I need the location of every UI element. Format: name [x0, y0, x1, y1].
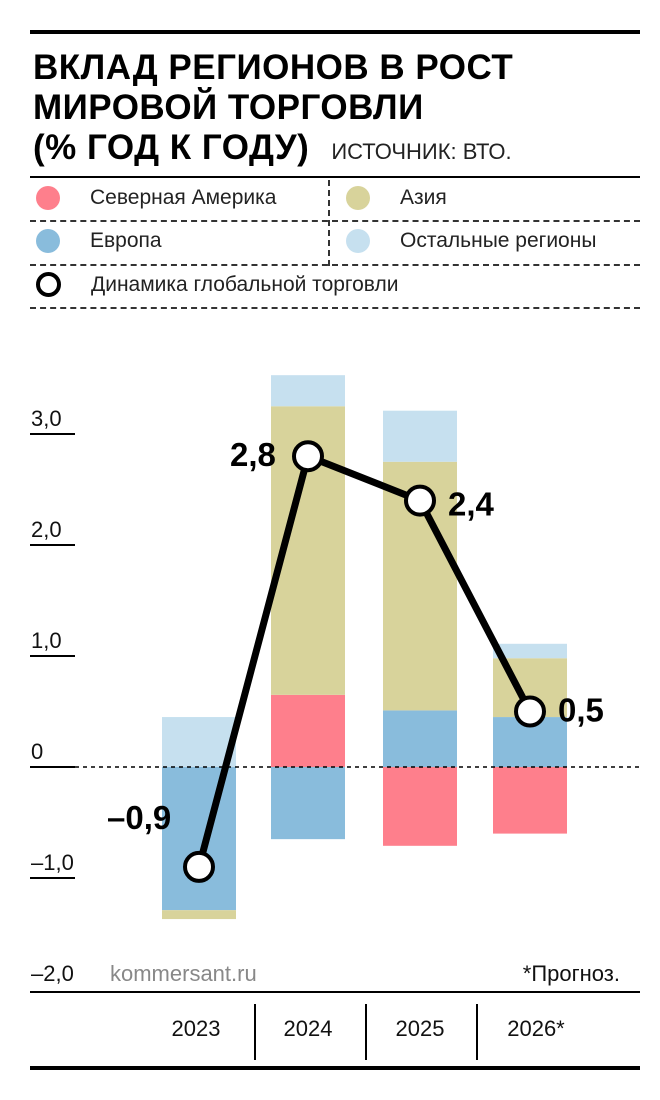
y-tick-label: 3,0 [31, 406, 62, 431]
chart-title: ВКЛАД РЕГИОНОВ В РОСТ МИРОВОЙ ТОРГОВЛИ (… [33, 48, 513, 172]
bar-rest-2024 [271, 375, 345, 407]
legend-item-north-america: Северная Америка [36, 186, 276, 210]
source-label: ИСТОЧНИК: ВТО. [331, 139, 512, 164]
legend-label: Динамика глобальной торговли [91, 272, 399, 296]
bar-north_america-2026 [493, 767, 567, 834]
top-rule [30, 30, 640, 34]
legend-swatch-rest [346, 229, 370, 253]
legend-swatch-global-circle [36, 272, 61, 297]
y-tick-label: 0 [31, 739, 43, 764]
x-label-2025: 2025 [395, 1016, 445, 1041]
legend-swatch-north-america [36, 186, 60, 210]
site-credit: kommersant.ru [110, 961, 257, 986]
global-trade-line [195, 452, 534, 868]
legend-label: Северная Америка [90, 186, 277, 209]
year-divider [365, 1004, 367, 1060]
bottom-rule [30, 1066, 640, 1070]
global-trade-point [514, 695, 546, 728]
title-line-3: (% ГОД К ГОДУ) [33, 128, 310, 167]
legend-swatch-asia [346, 186, 370, 210]
global-trade-value-label: 2,4 [448, 486, 495, 523]
bar-rest-2025 [383, 410, 457, 462]
bar-europe-2024 [271, 767, 345, 840]
bar-europe-2025 [383, 710, 457, 767]
legend-label: Остальные регионы [400, 229, 597, 252]
global-trade-point [292, 440, 324, 473]
legend-item-global: Динамика глобальной торговли [36, 272, 398, 297]
bar-north_america-2024 [271, 694, 345, 767]
x-label-2024: 2024 [283, 1016, 333, 1041]
legend-item-europe: Европа [36, 229, 162, 253]
legend-top-rule [30, 176, 640, 178]
year-divider [254, 1004, 256, 1060]
y-tick-label: 2,0 [31, 517, 62, 542]
legend-vertical-divider [328, 180, 330, 266]
global-trade-value-label: 0,5 [558, 692, 604, 729]
legend-divider [30, 220, 640, 222]
y-tick-label: –2,0 [31, 961, 74, 986]
x-label-2023: 2023 [171, 1016, 221, 1041]
x-label-2026: 2026* [507, 1016, 565, 1041]
bar-europe-2023 [162, 767, 236, 911]
forecast-note: *Прогноз. [523, 961, 620, 986]
title-line-1: ВКЛАД РЕГИОНОВ В РОСТ [33, 48, 514, 87]
global-trade-value-label: 2,8 [230, 436, 276, 473]
legend-swatch-europe [36, 229, 60, 253]
legend-item-asia: Азия [346, 186, 447, 210]
global-trade-point [404, 484, 436, 517]
year-divider [476, 1004, 478, 1060]
legend-label: Европа [90, 229, 162, 252]
global-trade-value-label: –0,9 [107, 799, 171, 836]
legend-item-rest: Остальные регионы [346, 229, 596, 253]
y-tick-label: 1,0 [31, 628, 62, 653]
legend-divider [30, 264, 640, 266]
bar-asia-2023 [162, 910, 236, 920]
bar-rest-2023 [162, 717, 236, 767]
bar-north_america-2025 [383, 767, 457, 846]
y-tick-label: –1,0 [31, 850, 74, 875]
bar-rest-2026 [493, 643, 567, 659]
legend-divider [30, 307, 640, 309]
title-line-2: МИРОВОЙ ТОРГОВЛИ [33, 88, 424, 127]
axis-bottom-rule [30, 991, 640, 993]
legend-label: Азия [400, 186, 447, 209]
global-trade-point [183, 850, 215, 883]
